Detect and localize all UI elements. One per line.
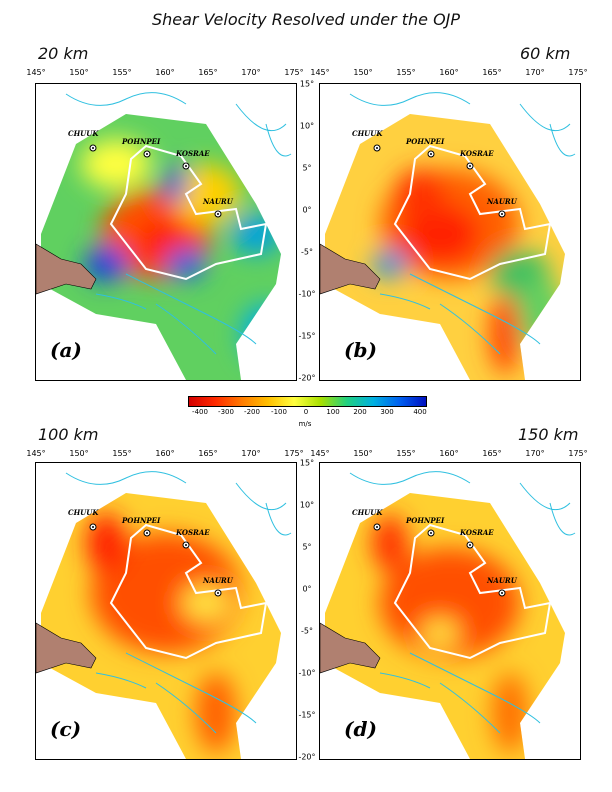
- tomography-map: CHUUK POHNPEI KOSRAE NAURU: [320, 92, 576, 380]
- new-guinea-land: [320, 622, 381, 674]
- station-label: POHNPEI: [121, 516, 161, 525]
- depth-label-d: 150 km: [518, 425, 579, 444]
- station-label: CHUUK: [68, 508, 99, 517]
- station-label: POHNPEI: [405, 516, 445, 525]
- panel-letter-b: (b): [344, 338, 377, 362]
- lat-ticks-top: 15° 10° 5° 0° -5° -10° -15° -20°: [298, 79, 316, 383]
- new-guinea-land: [320, 243, 381, 295]
- lon-ticks-top-right: 145° 150° 155° 160° 165° 170° 175°: [310, 68, 588, 77]
- panel-letter-a: (a): [50, 338, 82, 362]
- lon-ticks-top-left: 145° 150° 155° 160° 165° 170° 175°: [26, 68, 304, 77]
- depth-label-c: 100 km: [38, 425, 99, 444]
- station-label: POHNPEI: [121, 137, 161, 146]
- station-label: NAURU: [486, 197, 518, 206]
- tomography-map: CHUUK POHNPEI KOSRAE NAURU: [320, 471, 576, 759]
- station-label: CHUUK: [352, 508, 383, 517]
- lon-ticks-bottom-left: 145° 150° 155° 160° 165° 170° 175°: [26, 449, 304, 458]
- map-panel-b: CHUUK POHNPEI KOSRAE NAURU: [319, 83, 581, 381]
- depth-label-b: 60 km: [520, 44, 571, 63]
- station-label: CHUUK: [352, 129, 383, 138]
- station-label: KOSRAE: [175, 528, 210, 537]
- map-panel-a: CHUUK POHNPEI KOSRAE NAURU: [35, 83, 297, 381]
- lon-ticks-bottom-right: 145° 150° 155° 160° 165° 170° 175°: [310, 449, 588, 458]
- depth-label-a: 20 km: [38, 44, 89, 63]
- tomography-map: CHUUK POHNPEI KOSRAE NAURU: [36, 92, 292, 380]
- station-label: POHNPEI: [405, 137, 445, 146]
- new-guinea-land: [36, 243, 97, 295]
- station-label: NAURU: [202, 576, 234, 585]
- tomography-map: CHUUK POHNPEI KOSRAE NAURU: [36, 471, 292, 759]
- station-label: KOSRAE: [459, 149, 494, 158]
- station-label: KOSRAE: [459, 528, 494, 537]
- panel-letter-c: (c): [50, 717, 82, 741]
- station-label: KOSRAE: [175, 149, 210, 158]
- station-label: NAURU: [486, 576, 518, 585]
- map-panel-c: CHUUK POHNPEI KOSRAE NAURU: [35, 462, 297, 760]
- new-guinea-land: [36, 622, 97, 674]
- lat-ticks-bottom: 15° 10° 5° 0° -5° -10° -15° -20°: [298, 458, 316, 762]
- figure-title: Shear Velocity Resolved under the OJP: [151, 10, 461, 29]
- colorbar: [188, 396, 427, 407]
- station-label: CHUUK: [68, 129, 99, 138]
- colorbar-units: m/s: [298, 420, 312, 428]
- station-label: NAURU: [202, 197, 234, 206]
- panel-letter-d: (d): [344, 717, 377, 741]
- map-panel-d: CHUUK POHNPEI KOSRAE NAURU: [319, 462, 581, 760]
